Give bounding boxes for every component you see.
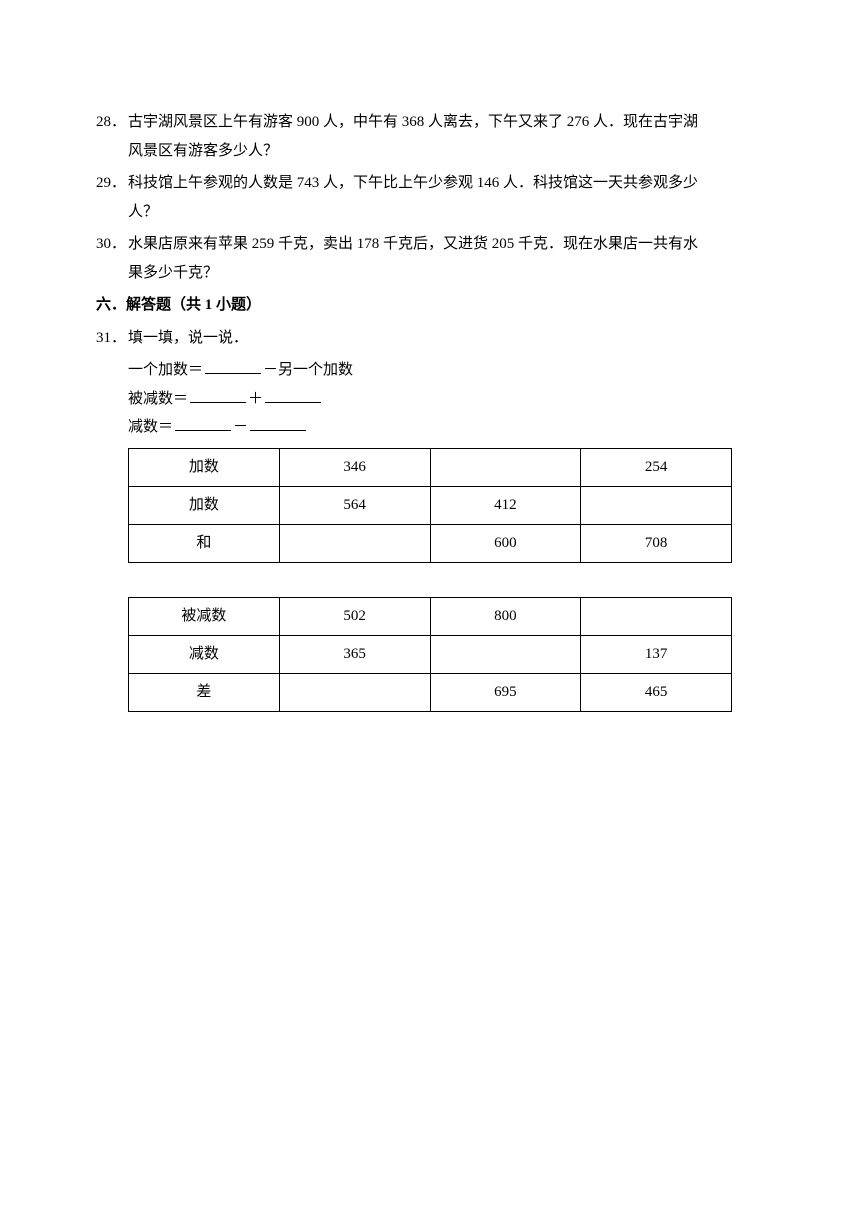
t2-r0-label: 被减数 xyxy=(129,597,280,635)
blank-addend[interactable] xyxy=(205,359,261,374)
t1-r1-c1: 564 xyxy=(279,486,430,524)
t2-r0-c1: 502 xyxy=(279,597,430,635)
question-29: 29． 科技馆上午参观的人数是 743 人，下午比上午少参观 146 人．科技馆… xyxy=(96,169,764,226)
q30-number: 30． xyxy=(96,230,128,287)
table-row: 和 600 708 xyxy=(129,524,732,562)
table-subtraction: 被减数 502 800 减数 365 137 差 695 465 xyxy=(128,597,732,712)
q31-addend-line: 一个加数＝ －另一个加数 xyxy=(128,356,764,385)
q29-number: 29． xyxy=(96,169,128,226)
question-30: 30． 水果店原来有苹果 259 千克，卖出 178 千克后，又进货 205 千… xyxy=(96,230,764,287)
t2-r2-c3: 465 xyxy=(581,673,732,711)
t2-r2-c1[interactable] xyxy=(279,673,430,711)
blank-subtrahend-1[interactable] xyxy=(175,416,231,431)
t2-r2-c2: 695 xyxy=(430,673,581,711)
t1-r0-c1: 346 xyxy=(279,448,430,486)
table-addition: 加数 346 254 加数 564 412 和 600 708 xyxy=(128,448,732,563)
t1-r0-c3: 254 xyxy=(581,448,732,486)
q31-fill-lines: 一个加数＝ －另一个加数 被减数＝ ＋ 减数＝ － xyxy=(96,356,764,442)
t2-r1-label: 减数 xyxy=(129,635,280,673)
subtrahend-mid: － xyxy=(233,419,248,435)
t1-r1-label: 加数 xyxy=(129,486,280,524)
q30-line1: 水果店原来有苹果 259 千克，卖出 178 千克后，又进货 205 千克．现在… xyxy=(128,230,764,259)
minuend-mid: ＋ xyxy=(248,391,263,407)
t2-r0-c2: 800 xyxy=(430,597,581,635)
t1-r2-label: 和 xyxy=(129,524,280,562)
t1-r2-c2: 600 xyxy=(430,524,581,562)
t2-r2-label: 差 xyxy=(129,673,280,711)
table-row: 加数 346 254 xyxy=(129,448,732,486)
q29-line1: 科技馆上午参观的人数是 743 人，下午比上午少参观 146 人．科技馆这一天共… xyxy=(128,169,764,198)
q29-text: 科技馆上午参观的人数是 743 人，下午比上午少参观 146 人．科技馆这一天共… xyxy=(128,169,764,226)
q31-minuend-line: 被减数＝ ＋ xyxy=(128,385,764,414)
table-row: 差 695 465 xyxy=(129,673,732,711)
q28-line1: 古宇湖风景区上午有游客 900 人，中午有 368 人离去，下午又来了 276 … xyxy=(128,108,764,137)
t2-r1-c1: 365 xyxy=(279,635,430,673)
q29-line2: 人？ xyxy=(128,198,764,227)
t2-r0-c3[interactable] xyxy=(581,597,732,635)
t1-r0-c2[interactable] xyxy=(430,448,581,486)
q30-text: 水果店原来有苹果 259 千克，卖出 178 千克后，又进货 205 千克．现在… xyxy=(128,230,764,287)
q28-text: 古宇湖风景区上午有游客 900 人，中午有 368 人离去，下午又来了 276 … xyxy=(128,108,764,165)
t1-r0-label: 加数 xyxy=(129,448,280,486)
blank-minuend-2[interactable] xyxy=(265,388,321,403)
blank-minuend-1[interactable] xyxy=(190,388,246,403)
addend-suffix: －另一个加数 xyxy=(263,362,353,378)
minuend-prefix: 被减数＝ xyxy=(128,391,188,407)
blank-subtrahend-2[interactable] xyxy=(250,416,306,431)
question-28: 28． 古宇湖风景区上午有游客 900 人，中午有 368 人离去，下午又来了 … xyxy=(96,108,764,165)
q30-line2: 果多少千克？ xyxy=(128,259,764,288)
t1-r1-c2: 412 xyxy=(430,486,581,524)
table-spacer xyxy=(96,563,764,591)
t1-r2-c3: 708 xyxy=(581,524,732,562)
t1-r2-c1[interactable] xyxy=(279,524,430,562)
table-row: 被减数 502 800 xyxy=(129,597,732,635)
q31-intro: 填一填，说一说． xyxy=(128,324,764,353)
t2-r1-c3: 137 xyxy=(581,635,732,673)
question-31: 31． 填一填，说一说． xyxy=(96,324,764,353)
q28-line2: 风景区有游客多少人？ xyxy=(128,137,764,166)
q31-subtrahend-line: 减数＝ － xyxy=(128,413,764,442)
q28-number: 28． xyxy=(96,108,128,165)
t2-r1-c2[interactable] xyxy=(430,635,581,673)
subtrahend-prefix: 减数＝ xyxy=(128,419,173,435)
addend-prefix: 一个加数＝ xyxy=(128,362,203,378)
section-6-heading: 六．解答题（共 1 小题） xyxy=(96,291,764,320)
q31-number: 31． xyxy=(96,324,128,353)
table-row: 减数 365 137 xyxy=(129,635,732,673)
t1-r1-c3[interactable] xyxy=(581,486,732,524)
table-row: 加数 564 412 xyxy=(129,486,732,524)
